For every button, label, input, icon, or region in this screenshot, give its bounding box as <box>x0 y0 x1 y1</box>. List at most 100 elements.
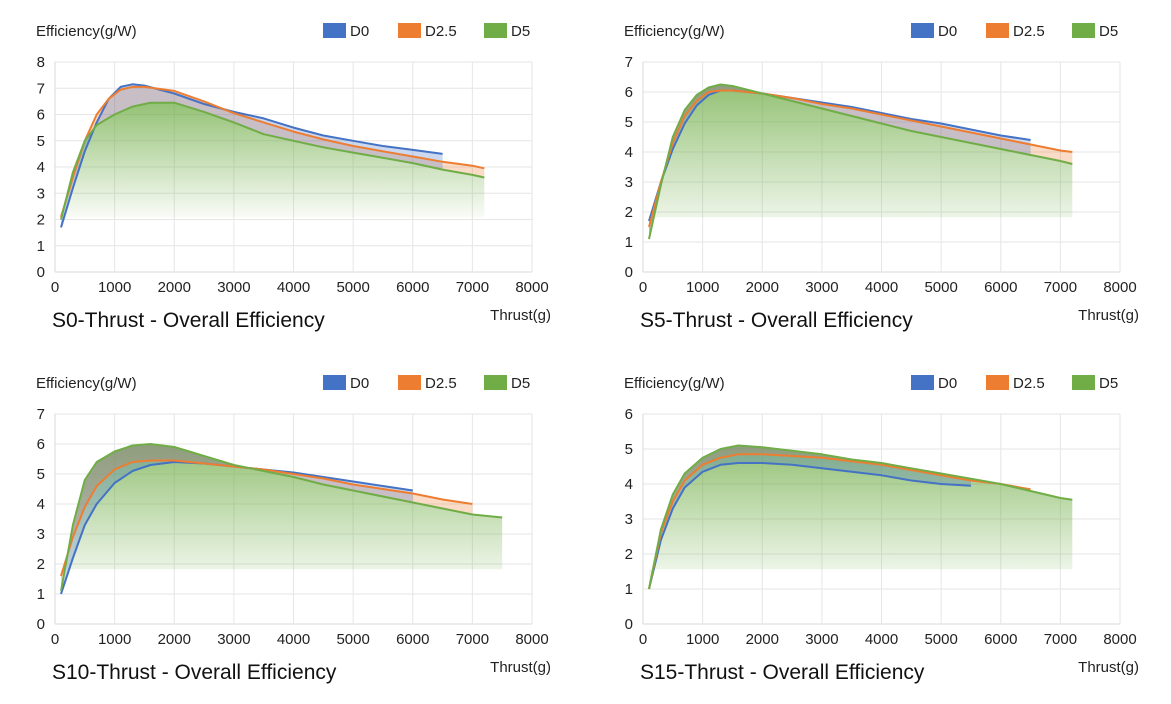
x-tick-label: 2000 <box>746 279 779 296</box>
series-line-D5 <box>60 443 503 592</box>
x-axis-title: Thrust(g) <box>1078 659 1139 676</box>
legend-swatch-D5 <box>1072 375 1095 390</box>
x-tick-label: 2000 <box>746 631 779 648</box>
y-tick-label: 2 <box>625 204 633 221</box>
y-tick-label: 3 <box>37 526 45 543</box>
legend-swatch-D5 <box>484 375 507 390</box>
y-tick-label: 7 <box>37 406 45 423</box>
x-tick-label: 3000 <box>217 631 250 648</box>
area-band-D0 <box>61 444 413 594</box>
x-tick-label: 0 <box>639 279 647 296</box>
series-line-D2.5 <box>60 85 485 218</box>
area-fills <box>61 84 485 228</box>
series-line-D2.5 <box>648 89 1073 228</box>
chart-panel-2: 0 1 2 3 4 5 6 7 0 1000 2000 3000 4000 5000 6000 7000 800… <box>588 0 1171 352</box>
legend-label-D2.5: D2.5 <box>1013 23 1045 40</box>
legend-swatch-D2.5 <box>986 23 1009 38</box>
chart-title: S10-Thrust - Overall Efficiency <box>52 661 337 684</box>
x-tick-label: 2000 <box>158 631 191 648</box>
chart-svg: 0 1 2 3 4 5 6 7 0 1000 2000 3000 4000 5000 6000 7000 800… <box>36 375 551 684</box>
x-tick-label: 8000 <box>1103 279 1136 296</box>
area-fills <box>649 445 1073 589</box>
x-tick-label: 5000 <box>924 631 957 648</box>
x-axis-title: Thrust(g) <box>490 659 551 676</box>
x-tick-label: 1000 <box>686 279 719 296</box>
legend-label-D2.5: D2.5 <box>425 375 457 392</box>
legend: D0 D2.5 D5 <box>911 23 1118 40</box>
x-tick-label: 6000 <box>984 631 1017 648</box>
y-tick-label: 4 <box>37 496 45 513</box>
legend: D0 D2.5 D5 <box>323 375 530 392</box>
y-tick-label: 1 <box>625 234 633 251</box>
series-lines <box>60 443 503 595</box>
series-lines <box>648 83 1073 240</box>
x-tick-label: 1000 <box>98 631 131 648</box>
y-tick-label: 0 <box>37 264 45 281</box>
legend-swatch-D2.5 <box>398 375 421 390</box>
chart-title: S5-Thrust - Overall Efficiency <box>640 309 913 332</box>
chart-title: S15-Thrust - Overall Efficiency <box>640 661 925 684</box>
legend-label-D5: D5 <box>511 375 530 392</box>
legend-label-D0: D0 <box>350 23 369 40</box>
y-tick-label: 4 <box>625 476 633 493</box>
legend: D0 D2.5 D5 <box>911 375 1118 392</box>
y-tick-label: 3 <box>37 185 45 202</box>
legend-label-D0: D0 <box>350 375 369 392</box>
series-line-D2.5 <box>648 453 1031 590</box>
chart-panel-1: 0 1 2 3 4 5 6 7 8 0 1000 2000 3000 4000 5000 6000 7000 80… <box>0 0 585 352</box>
x-tick-label: 6000 <box>396 631 429 648</box>
y-tick-label: 7 <box>625 54 633 71</box>
y-tick-label: 0 <box>37 616 45 633</box>
x-tick-label: 4000 <box>277 631 310 648</box>
y-tick-label: 4 <box>37 159 45 176</box>
chart-title: S0-Thrust - Overall Efficiency <box>52 309 325 332</box>
series-lines <box>60 83 485 228</box>
series-line-D0 <box>648 462 971 590</box>
y-tick-label: 5 <box>37 133 45 150</box>
x-tick-label: 6000 <box>984 279 1017 296</box>
y-axis-title: Efficiency(g/W) <box>624 23 725 40</box>
x-tick-label: 3000 <box>805 631 838 648</box>
x-tick-label: 4000 <box>865 279 898 296</box>
x-tick-label: 3000 <box>805 279 838 296</box>
area-fill-D5 <box>649 84 1073 239</box>
area-fills <box>61 444 503 594</box>
x-tick-label: 8000 <box>515 279 548 296</box>
area-band-D2.5 <box>649 84 1073 239</box>
y-tick-label: 6 <box>37 107 45 124</box>
legend-label-D5: D5 <box>1099 23 1118 40</box>
y-tick-label: 4 <box>625 144 633 161</box>
x-tick-label: 8000 <box>515 631 548 648</box>
x-tick-label: 7000 <box>456 631 489 648</box>
x-tick-label: 7000 <box>1044 631 1077 648</box>
y-tick-label: 3 <box>625 174 633 191</box>
x-tick-label: 2000 <box>158 279 191 296</box>
area-fill-D5 <box>61 444 503 591</box>
y-tick-label: 5 <box>37 466 45 483</box>
y-tick-label: 5 <box>625 114 633 131</box>
x-tick-label: 0 <box>51 279 59 296</box>
x-tick-label: 6000 <box>396 279 429 296</box>
series-line-D5 <box>60 101 485 220</box>
x-tick-label: 5000 <box>336 631 369 648</box>
x-tick-label: 5000 <box>336 279 369 296</box>
legend-swatch-D0 <box>911 375 934 390</box>
legend-swatch-D2.5 <box>986 375 1009 390</box>
x-tick-label: 1000 <box>98 279 131 296</box>
y-tick-label: 1 <box>37 586 45 603</box>
x-tick-label: 1000 <box>686 631 719 648</box>
y-tick-label: 5 <box>625 441 633 458</box>
chart-panel-3: 0 1 2 3 4 5 6 7 0 1000 2000 3000 4000 5000 6000 7000 800… <box>0 352 585 704</box>
x-tick-label: 0 <box>639 631 647 648</box>
legend-swatch-D0 <box>323 23 346 38</box>
y-axis-title: Efficiency(g/W) <box>624 375 725 392</box>
legend-swatch-D0 <box>323 375 346 390</box>
legend-label-D5: D5 <box>1099 375 1118 392</box>
y-tick-label: 2 <box>37 212 45 229</box>
legend-swatch-D0 <box>911 23 934 38</box>
y-tick-label: 1 <box>37 238 45 255</box>
y-tick-label: 1 <box>625 581 633 598</box>
y-tick-label: 8 <box>37 54 45 71</box>
y-tick-label: 3 <box>625 511 633 528</box>
